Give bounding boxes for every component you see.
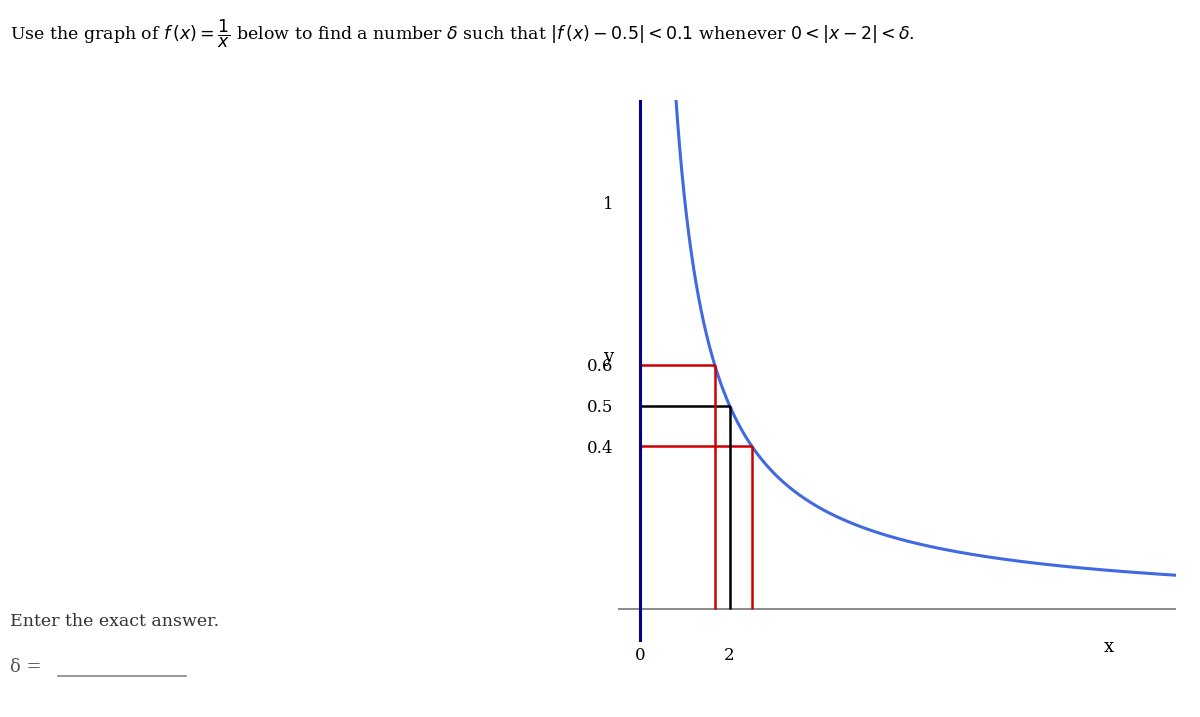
Text: δ =: δ = (10, 658, 41, 676)
Text: x: x (1104, 638, 1114, 657)
Text: y: y (604, 348, 613, 366)
Text: Use the graph of $f\,(x) = \dfrac{1}{x}$ below to find a number $\delta$ such th: Use the graph of $f\,(x) = \dfrac{1}{x}$… (10, 18, 914, 50)
Text: Enter the exact answer.: Enter the exact answer. (10, 613, 218, 630)
